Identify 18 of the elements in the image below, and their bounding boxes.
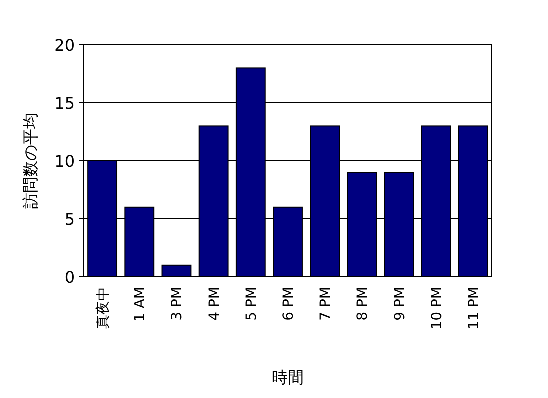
x-tick-label: 真夜中 [96, 287, 112, 329]
x-tick-label: 9 PM [392, 287, 408, 321]
x-tick-label: 8 PM [355, 287, 372, 321]
x-tick-label: 11 PM [466, 287, 482, 330]
x-tick-label: 4 PM [206, 287, 223, 321]
y-tick-label: 10 [54, 152, 75, 171]
x-tick-label: 6 PM [281, 287, 297, 321]
x-axis-title: 時間 [272, 368, 304, 387]
x-tick-label: 1 AM [132, 287, 149, 322]
y-tick-label: 5 [64, 210, 75, 229]
x-tick-label: 10 PM [429, 287, 446, 330]
y-tick-label: 15 [54, 94, 75, 113]
x-tick-label: 3 PM [170, 287, 186, 321]
x-tick-label: 5 PM [244, 287, 260, 321]
y-tick-label: 20 [54, 36, 75, 55]
x-tick-label: 7 PM [318, 287, 334, 321]
y-axis-title: 訪問数の平均 [21, 113, 40, 209]
y-tick-label: 0 [64, 268, 75, 287]
